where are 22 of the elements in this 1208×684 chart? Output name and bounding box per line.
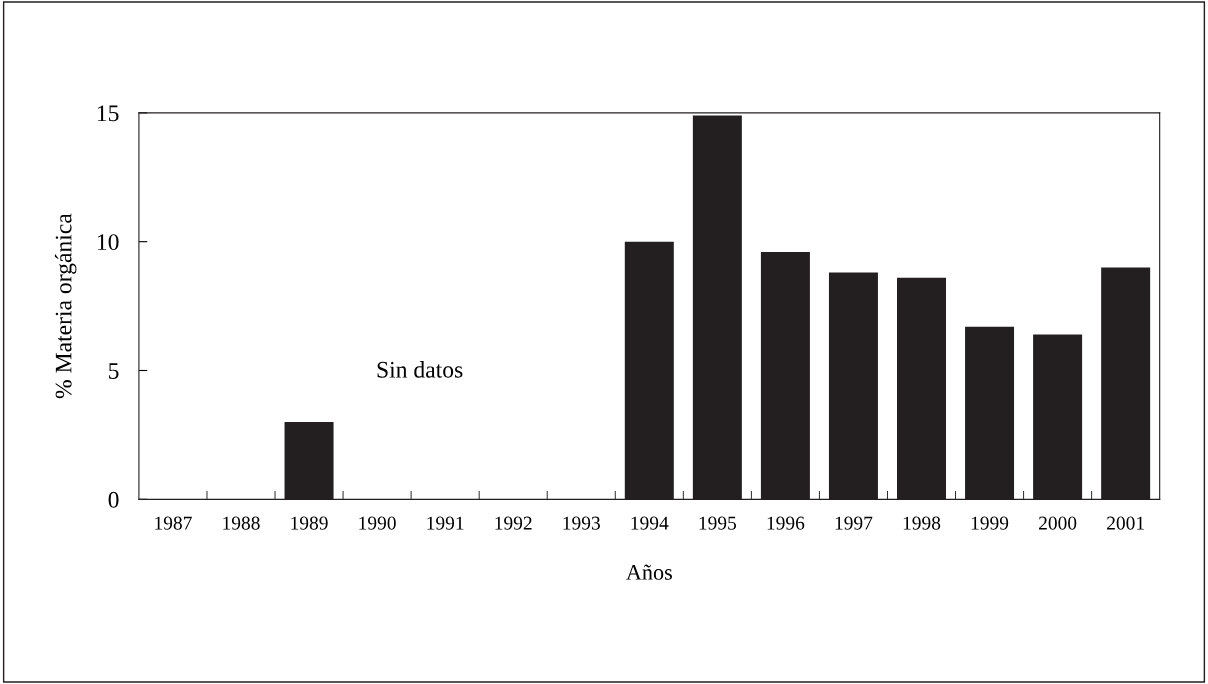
y-tick-label: 5 [109, 363, 119, 379]
x-tick-label: 1988 [223, 516, 260, 530]
x-tick-label: 1987 [155, 516, 192, 530]
x-axis-title: Años [626, 564, 672, 580]
x-tick-label: 1997 [835, 516, 873, 530]
x-tick-label: 1995 [699, 516, 737, 530]
x-tick-label: 1994 [631, 516, 669, 530]
x-tick-label: 1996 [767, 516, 805, 530]
x-tick-label: 1999 [971, 516, 1009, 530]
y-tick-label: 15 [97, 105, 119, 122]
annotation: Sin datos [377, 361, 463, 378]
x-tick-label: 1993 [563, 516, 600, 530]
x-tick-label: 1992 [495, 516, 532, 530]
x-tick-label: 1990 [359, 516, 396, 530]
y-tick-label: 0 [108, 491, 119, 508]
y-tick-label: 10 [97, 234, 119, 251]
x-tick-label: 1998 [903, 516, 941, 530]
x-tick-label: 2001 [1107, 516, 1144, 530]
x-tick-label: 2000 [1039, 516, 1077, 530]
y-axis-title: % Materia orgánica [54, 213, 77, 399]
x-tick-label: 1991 [427, 516, 464, 530]
x-tick-label: 1989 [291, 516, 328, 530]
